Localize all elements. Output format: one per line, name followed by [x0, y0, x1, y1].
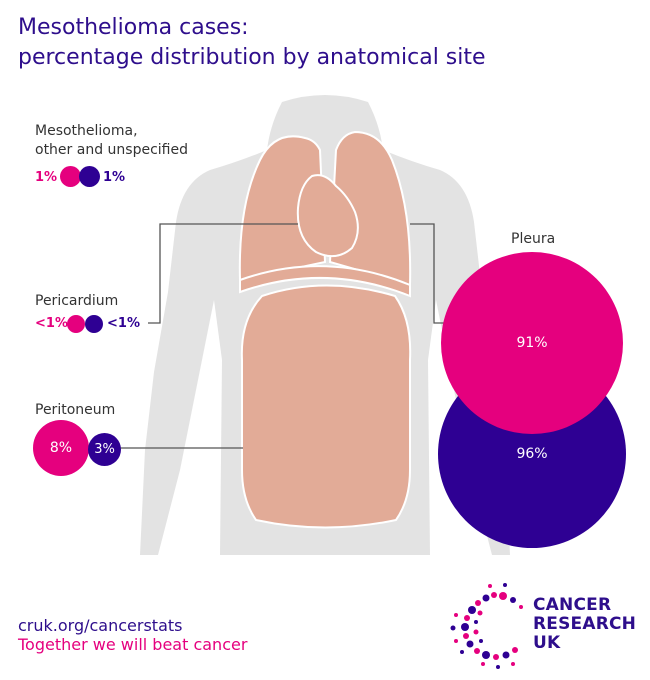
logo-text-line-3: UK	[533, 633, 561, 653]
other-value-a-label: 1%	[35, 170, 58, 185]
page-title-line-1: Mesothelioma cases:	[18, 15, 249, 40]
page-title-line-2: percentage distribution by anatomical si…	[18, 45, 486, 70]
pericardium-value-a-dot	[67, 315, 85, 333]
pericardium-value-a-label: <1%	[35, 316, 68, 331]
other-value-b-label: 1%	[103, 170, 126, 185]
pleura-value-a-label: 91%	[516, 335, 548, 351]
heart-icon	[296, 174, 359, 258]
site-label-pericardium: Pericardium	[35, 293, 119, 309]
other-value-a-dot	[60, 166, 81, 187]
cancerstats-link[interactable]: cruk.org/cancerstats	[18, 616, 183, 635]
logo-text-line-1: CANCER	[533, 595, 612, 615]
logo-text-line-2: RESEARCH	[533, 614, 637, 634]
pericardium-leader-line	[148, 223, 298, 324]
left-lung-icon	[238, 135, 327, 282]
tagline: Together we will beat cancer	[18, 635, 248, 654]
site-label-other-line-1: Mesothelioma,	[35, 123, 138, 139]
pericardium-value-b-label: <1%	[107, 316, 140, 331]
peritoneum-value-b-label: 3%	[94, 442, 115, 457]
pleura-leader-line	[410, 223, 448, 324]
peritoneum-value-b-circle: 3%	[88, 433, 121, 466]
pleura-value-b-label: 96%	[516, 446, 548, 462]
diaphragm-icon	[239, 265, 411, 298]
pericardium-value-b-dot	[85, 315, 103, 333]
peritoneum-value-a-label: 8%	[49, 440, 73, 456]
peritoneum-value-a-circle: 8%	[33, 420, 89, 476]
abdomen-icon	[240, 284, 412, 529]
site-label-peritoneum: Peritoneum	[35, 402, 116, 418]
site-label-other-line-2: other and unspecified	[35, 142, 188, 158]
site-label-pleura: Pleura	[511, 231, 556, 247]
pleura-value-a-circle: 91%	[441, 252, 623, 434]
other-value-b-dot	[79, 166, 100, 187]
